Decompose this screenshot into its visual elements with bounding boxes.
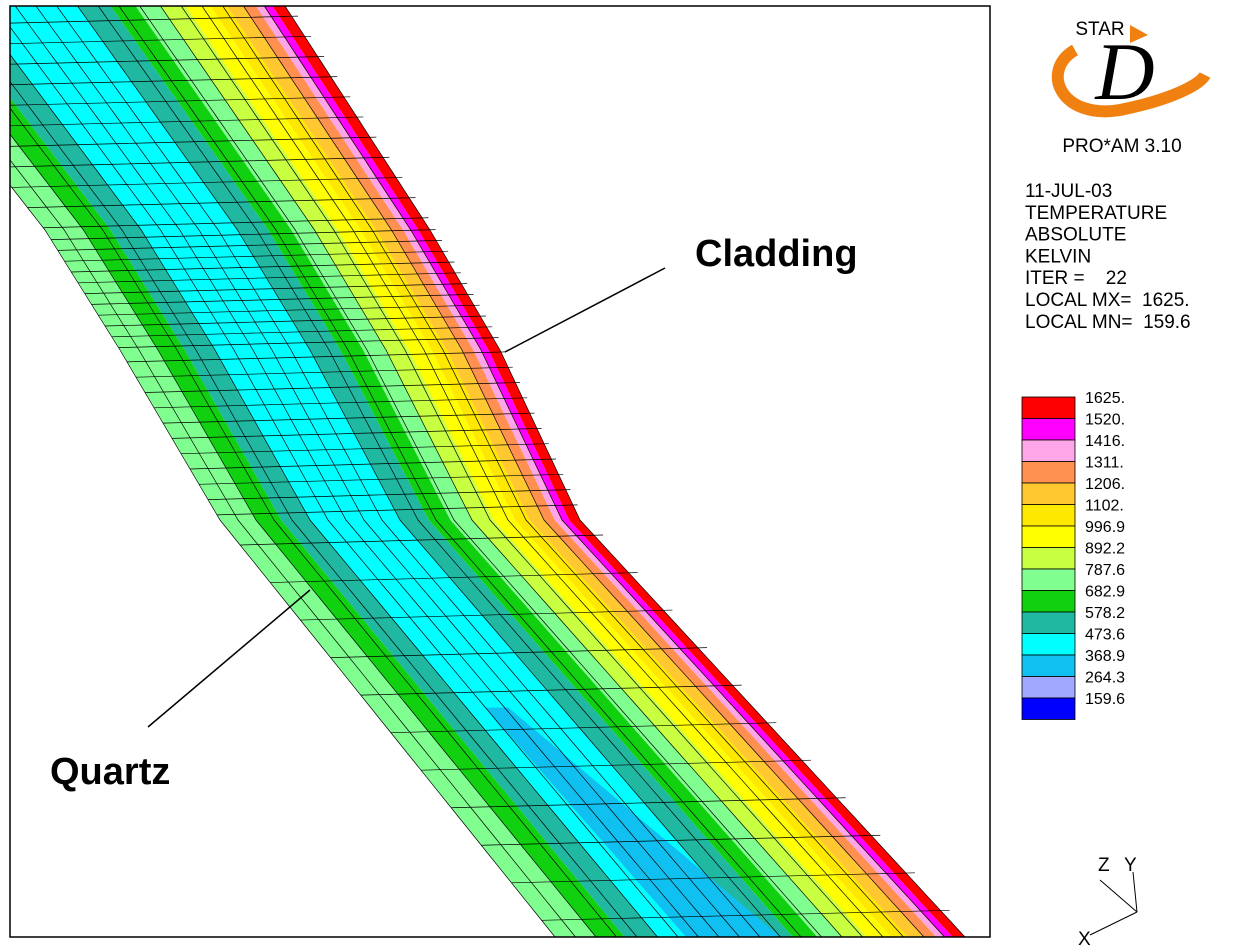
legend-swatch: [1022, 698, 1075, 720]
legend-swatch: [1022, 591, 1075, 613]
legend-label: 1416.: [1085, 433, 1125, 450]
legend-label: 996.9: [1085, 519, 1125, 536]
legend-swatch: [1022, 505, 1075, 527]
legend-swatch: [1022, 462, 1075, 484]
legend-label: 1625.: [1085, 390, 1125, 407]
legend-swatch: [1022, 419, 1075, 441]
legend-swatch: [1022, 548, 1075, 570]
axis-triad: Z Y X: [1078, 855, 1137, 950]
logo-version: PRO*AM 3.10: [1062, 136, 1181, 157]
axis-label: Y: [1124, 855, 1137, 876]
legend-label: 159.6: [1085, 691, 1125, 708]
axis-x: [1090, 912, 1137, 935]
legend: 1625. 1520. 1416. 1311. 1206. 1102. 996.9 892.2…: [1022, 390, 1125, 719]
legend-label: 473.6: [1085, 627, 1125, 644]
legend-swatch: [1022, 440, 1075, 462]
legend-swatch: [1022, 569, 1075, 591]
info-line: 11-JUL-03: [1025, 181, 1112, 202]
axis-z: [1100, 880, 1137, 912]
legend-label: 368.9: [1085, 648, 1125, 665]
legend-swatch: [1022, 397, 1075, 419]
legend-swatch: [1022, 655, 1075, 677]
info-line: LOCAL MX= 1625.: [1025, 290, 1190, 311]
legend-swatch: [1022, 612, 1075, 634]
info-line: ABSOLUTE: [1025, 225, 1126, 246]
legend-swatch: [1022, 677, 1075, 699]
info-line: KELVIN: [1025, 246, 1091, 267]
axis-label: Z: [1098, 855, 1110, 876]
annotation: Quartz: [50, 751, 170, 793]
legend-swatch: [1022, 483, 1075, 505]
legend-label: 1311.: [1085, 455, 1124, 472]
legend-label: 264.3: [1085, 670, 1125, 687]
axis-y: [1133, 872, 1137, 912]
info-line: LOCAL MN= 159.6: [1025, 312, 1191, 333]
legend-label: 787.6: [1085, 562, 1125, 579]
contour-plot: [0, 0, 965, 937]
legend-label: 578.2: [1085, 605, 1125, 622]
logo: D STAR PRO*AM 3.10: [1058, 19, 1205, 157]
leader-line: [505, 268, 665, 352]
legend-label: 892.2: [1085, 541, 1125, 558]
legend-label: 682.9: [1085, 584, 1125, 601]
mesh-line: [0, 0, 285, 6]
logo-name: STAR: [1075, 19, 1124, 40]
axis-label: X: [1078, 929, 1091, 950]
legend-label: 1102.: [1085, 498, 1124, 515]
annotation: Cladding: [695, 233, 858, 275]
legend-swatch: [1022, 526, 1075, 548]
info-line: TEMPERATURE: [1025, 203, 1167, 224]
leader-line: [148, 590, 310, 727]
legend-label: 1520.: [1085, 412, 1125, 429]
info-line: ITER = 22: [1025, 268, 1127, 289]
legend-label: 1206.: [1085, 476, 1125, 493]
screenshot: Cladding Quartz D STAR PRO*AM 3.10 11-JU…: [0, 0, 1253, 952]
legend-swatch: [1022, 634, 1075, 656]
